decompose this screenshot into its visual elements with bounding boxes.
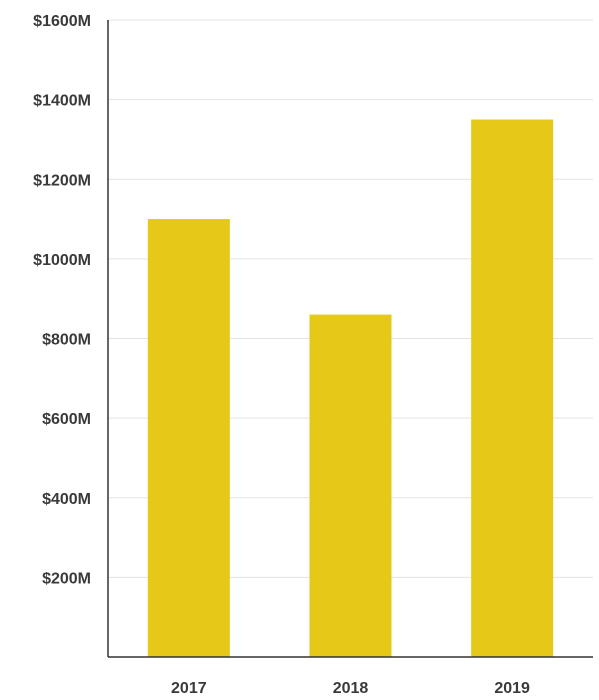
y-tick-label: $400M xyxy=(42,491,91,508)
bar-2017 xyxy=(147,219,230,657)
y-tick-labels: $200M $400M $600M $800M $1000M $1200M $1400M $1… xyxy=(33,13,91,587)
bar-2018 xyxy=(309,314,392,657)
y-tick-label: $600M xyxy=(42,411,91,428)
y-tick-label: $800M xyxy=(42,332,91,349)
x-tick-label: 2018 xyxy=(333,680,369,697)
x-tick-labels: 2017 2018 2019 xyxy=(171,680,530,697)
y-tick-label: $1000M xyxy=(33,252,91,269)
y-tick-label: $1200M xyxy=(33,172,91,189)
x-tick-label: 2017 xyxy=(171,680,207,697)
y-tick-label: $1400M xyxy=(33,93,91,110)
bar-2019 xyxy=(471,119,554,657)
y-tick-label: $200M xyxy=(42,570,91,587)
bars xyxy=(147,119,554,657)
axes xyxy=(107,20,593,658)
y-tick-label: $1600M xyxy=(33,13,91,30)
x-tick-label: 2019 xyxy=(494,680,530,697)
